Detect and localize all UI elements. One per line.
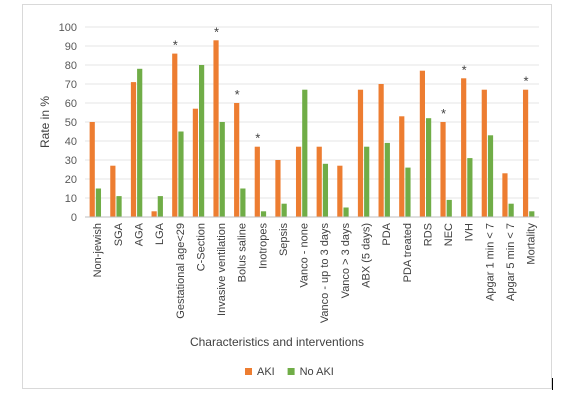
text-cursor [552, 378, 553, 390]
bar-aki [316, 146, 322, 217]
x-category-label: PDA [381, 222, 393, 245]
x-category-label: SGA [113, 222, 125, 246]
x-category-label: AGA [133, 222, 145, 246]
bar-no-aki [343, 207, 349, 217]
x-category-label: Vanco - up to 3 days [319, 223, 331, 324]
bar-aki [440, 122, 446, 217]
chart-frame: 0 10 20 30 40 50 60 70 80 90 100 * * * * * * * Non-jewis… [22, 4, 552, 389]
x-category-label: IVH [464, 223, 476, 241]
bar-no-aki [426, 118, 432, 217]
bar-no-aki [116, 196, 122, 217]
significance-star: * [235, 87, 240, 102]
bar-aki [275, 160, 281, 217]
x-category-label: Vanco > 3 days [340, 223, 352, 299]
x-category-label: RDS [422, 223, 434, 246]
bars [89, 40, 535, 217]
bar-no-aki [178, 131, 184, 217]
bar-no-aki [260, 211, 267, 217]
bar-aki [151, 211, 157, 217]
bar-no-aki [240, 188, 246, 217]
legend-label: No AKI [300, 366, 334, 378]
legend-swatch [287, 368, 295, 375]
bar-no-aki [529, 211, 535, 217]
y-tick-label: 40 [65, 136, 77, 148]
y-tick-label: 70 [65, 79, 77, 91]
x-category-label: ABX (5 days) [360, 223, 372, 288]
bar-aki [357, 89, 364, 217]
bar-no-aki [322, 163, 329, 217]
x-category-label: Inotropes [257, 223, 269, 269]
legend: AKI No AKI [245, 366, 334, 378]
bar-no-aki [446, 199, 452, 217]
bar-no-aki [487, 135, 494, 217]
x-axis-categories: Non-jewish SGA AGA LGA Gestational age<29 C-S… [92, 222, 537, 323]
x-category-label: Non-jewish [92, 223, 104, 277]
bar-aki [192, 108, 198, 217]
y-tick-label: 10 [65, 193, 77, 205]
gridlines [85, 26, 539, 199]
bar-no-aki [384, 142, 390, 217]
bar-aki [234, 103, 240, 217]
x-category-label: Mortality [526, 223, 538, 265]
significance-star: * [255, 131, 260, 146]
bar-aki [502, 173, 508, 217]
significance-star: * [441, 106, 446, 121]
bar-aki [522, 89, 529, 217]
y-axis-title: Rate in % [38, 96, 52, 148]
bar-no-aki [508, 203, 514, 217]
y-tick-label: 20 [65, 174, 77, 186]
significance-star: * [462, 62, 467, 77]
y-tick-label: 90 [65, 41, 77, 53]
x-category-label: Invasive ventilation [216, 223, 228, 316]
bar-no-aki [467, 158, 473, 217]
bar-aki [399, 116, 405, 217]
bar-aki [89, 122, 95, 217]
legend-swatch [245, 368, 252, 375]
bar-aki [337, 165, 343, 217]
x-category-label: Apgar 1 min < 7 [484, 223, 496, 301]
x-category-label: LGA [154, 222, 166, 245]
bar-no-aki [199, 65, 205, 217]
bar-chart: 0 10 20 30 40 50 60 70 80 90 100 * * * * * * * Non-jewis… [38, 22, 539, 378]
y-axis-ticks: 0 10 20 30 40 50 60 70 80 90 100 [59, 22, 77, 224]
x-category-label: PDA treated [402, 223, 414, 282]
bar-aki [481, 89, 487, 217]
significance-star: * [173, 38, 178, 53]
bar-no-aki [219, 122, 225, 217]
bar-no-aki [281, 203, 287, 217]
bar-aki [110, 165, 116, 217]
bar-no-aki [95, 188, 102, 217]
bar-aki [213, 40, 219, 217]
bar-aki [254, 146, 260, 217]
bar-aki [130, 82, 137, 217]
bar-aki [172, 53, 178, 217]
y-tick-label: 50 [65, 117, 77, 129]
y-tick-label: 60 [65, 98, 77, 110]
x-category-label: C-Section [195, 223, 207, 271]
bar-no-aki [364, 146, 370, 217]
x-category-label: Apgar 5 min < 7 [505, 223, 517, 301]
significance-star: * [524, 74, 529, 89]
bar-no-aki [157, 196, 163, 217]
bar-no-aki [137, 68, 143, 217]
bar-aki [419, 70, 425, 217]
y-tick-label: 100 [59, 22, 77, 34]
y-tick-label: 30 [65, 155, 77, 167]
y-tick-label: 80 [65, 60, 77, 72]
bar-no-aki [405, 167, 411, 217]
x-category-label: Vanco - none [299, 223, 311, 288]
bar-aki [295, 146, 302, 217]
x-category-label: NEC [443, 223, 455, 246]
bar-aki [378, 84, 384, 217]
x-axis-title: Characteristics and interventions [190, 335, 364, 349]
bar-aki [461, 78, 467, 217]
y-tick-label: 0 [71, 212, 77, 224]
significance-star: * [214, 24, 219, 39]
legend-label: AKI [257, 366, 275, 378]
bar-no-aki [302, 89, 308, 217]
significance-markers: * * * * * * * [173, 24, 529, 145]
x-category-label: Gestational age<29 [175, 223, 187, 319]
x-category-label: Sepsis [278, 223, 290, 257]
x-category-label: Bolus saline [237, 223, 249, 282]
